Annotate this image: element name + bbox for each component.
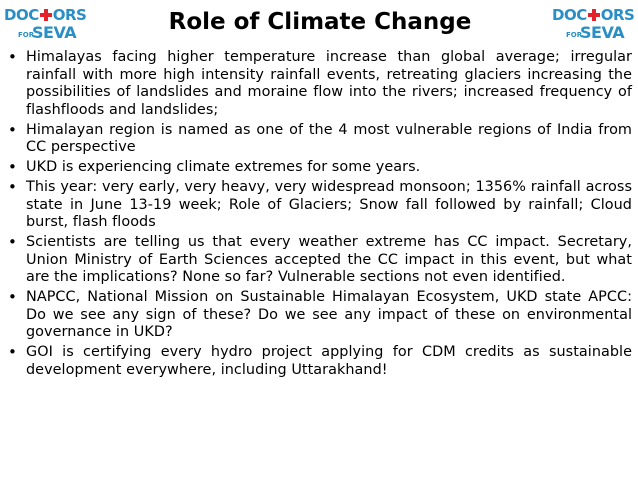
logo-subline: FORSEVA — [18, 23, 77, 42]
logo-text-for: FOR — [18, 31, 35, 39]
bullet-item: Himalayan region is named as one of the … — [6, 122, 632, 157]
logo-text-ors: ORS — [600, 6, 635, 24]
red-cross-icon — [587, 9, 600, 21]
bullet-item: NAPCC, National Mission on Sustainable H… — [6, 289, 632, 342]
logo-text-ors: ORS — [52, 6, 87, 24]
logo-text-doc: DOC — [4, 6, 39, 24]
doctors-for-seva-logo-left: DOC ORS FORSEVA — [4, 7, 87, 47]
bullet-list: Himalayas facing higher temperature incr… — [6, 49, 632, 382]
logo-text-seva: SEVA — [32, 23, 77, 42]
red-cross-icon — [39, 9, 52, 21]
doctors-for-seva-logo-right: DOC ORS FORSEVA — [552, 7, 635, 47]
bullet-item: Scientists are telling us that every wea… — [6, 234, 632, 287]
bullet-item: UKD is experiencing climate extremes for… — [6, 159, 632, 177]
logo-text-doc: DOC — [552, 6, 587, 24]
bullet-item: This year: very early, very heavy, very … — [6, 179, 632, 232]
slide-title: Role of Climate Change — [168, 9, 472, 35]
logo-text-for: FOR — [566, 31, 583, 39]
bullet-item: Himalayas facing higher temperature incr… — [6, 49, 632, 119]
logo-wordmark: DOC ORS — [552, 6, 635, 24]
bullet-item: GOI is certifying every hydro project ap… — [6, 344, 632, 379]
logo-subline: FORSEVA — [566, 23, 625, 42]
logo-wordmark: DOC ORS — [4, 6, 87, 24]
logo-text-seva: SEVA — [580, 23, 625, 42]
